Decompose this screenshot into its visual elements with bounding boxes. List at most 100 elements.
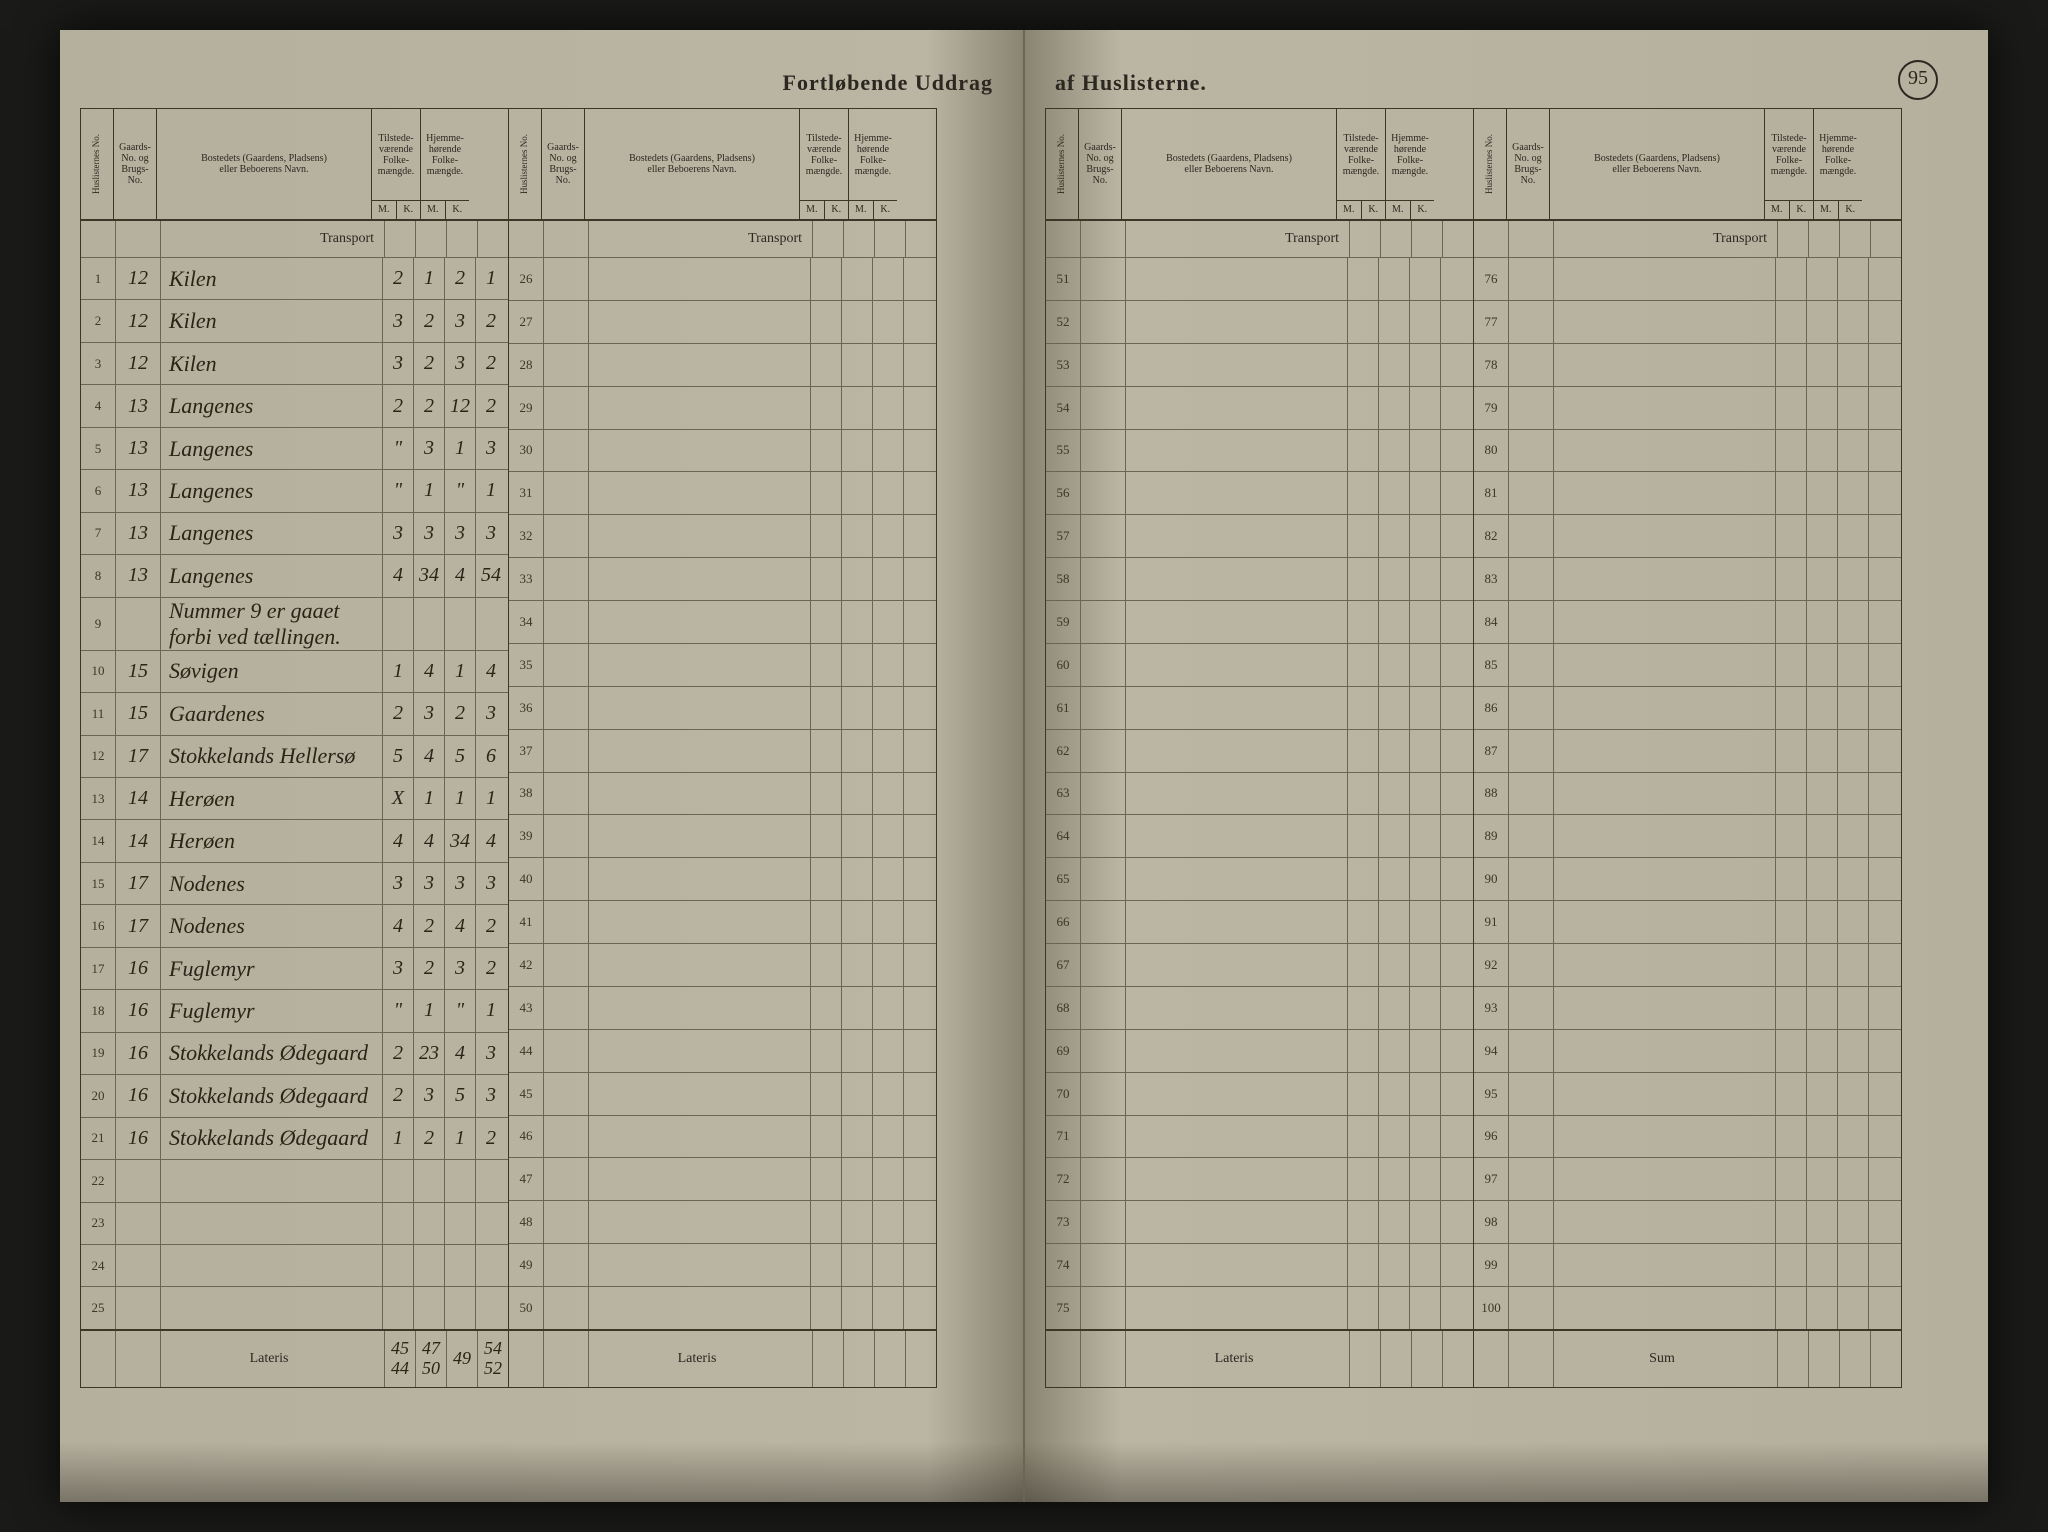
table-row: 61 xyxy=(1046,687,1473,730)
table-row: 3 12 Kilen 3 2 3 2 xyxy=(81,343,508,385)
table-row: 9 Nummer 9 er gaaet forbi ved tællingen. xyxy=(81,598,508,651)
table-row: 97 xyxy=(1474,1158,1901,1201)
table-row: 82 xyxy=(1474,515,1901,558)
table-row: 79 xyxy=(1474,387,1901,430)
table-row: 18 16 Fuglemyr " 1 " 1 xyxy=(81,990,508,1032)
title-left: Fortløbende Uddrag xyxy=(80,70,1003,96)
table-row: 29 xyxy=(509,387,936,430)
table-row: 23 xyxy=(81,1203,508,1245)
table-row: 38 xyxy=(509,773,936,816)
table-row: 14 14 Herøen 4 4 34 4 xyxy=(81,820,508,862)
table-row: 13 14 Herøen X 1 1 1 xyxy=(81,778,508,820)
table-row: 73 xyxy=(1046,1201,1473,1244)
table-row: 62 xyxy=(1046,730,1473,773)
table-row: 78 xyxy=(1474,344,1901,387)
table-row: 49 xyxy=(509,1244,936,1287)
ledger-block: Huslisternes No. Gaards-No. ogBrugs-No. … xyxy=(80,108,509,1388)
table-row: 54 xyxy=(1046,387,1473,430)
table-row: 15 17 Nodenes 3 3 3 3 xyxy=(81,863,508,905)
table-row: 4 13 Langenes 2 2 12 2 xyxy=(81,385,508,427)
table-row: 45 xyxy=(509,1073,936,1116)
table-row: 39 xyxy=(509,815,936,858)
table-row: 19 16 Stokkelands Ødegaard 2 23 4 3 xyxy=(81,1033,508,1075)
table-row: 11 15 Gaardenes 2 3 2 3 xyxy=(81,693,508,735)
table-row: 25 xyxy=(81,1287,508,1328)
table-row: 33 xyxy=(509,558,936,601)
table-row: 72 xyxy=(1046,1158,1473,1201)
table-row: 20 16 Stokkelands Ødegaard 2 3 5 3 xyxy=(81,1075,508,1117)
table-row: 50 xyxy=(509,1287,936,1329)
table-row: 80 xyxy=(1474,430,1901,473)
table-row: 77 xyxy=(1474,301,1901,344)
page-number: 95 xyxy=(1898,60,1938,100)
table-row: 17 16 Fuglemyr 3 2 3 2 xyxy=(81,948,508,990)
book-spread: Fortløbende Uddrag Huslisternes No. Gaar… xyxy=(60,30,1988,1502)
table-row: 66 xyxy=(1046,901,1473,944)
table-row: 91 xyxy=(1474,901,1901,944)
table-row: 75 xyxy=(1046,1287,1473,1329)
table-row: 34 xyxy=(509,601,936,644)
table-row: 69 xyxy=(1046,1030,1473,1073)
table-row: 16 17 Nodenes 4 2 4 2 xyxy=(81,905,508,947)
transport-row: Transport xyxy=(509,221,936,258)
table-row: 44 xyxy=(509,1030,936,1073)
table-row: 100 xyxy=(1474,1287,1901,1329)
title-right: af Huslisterne. xyxy=(1045,70,1968,96)
table-row: 2 12 Kilen 3 2 3 2 xyxy=(81,300,508,342)
table-row: 30 xyxy=(509,430,936,473)
table-row: 71 xyxy=(1046,1116,1473,1159)
table-row: 5 13 Langenes " 3 1 3 xyxy=(81,428,508,470)
table-row: 36 xyxy=(509,687,936,730)
table-row: 28 xyxy=(509,344,936,387)
table-row: 86 xyxy=(1474,687,1901,730)
table-row: 27 xyxy=(509,301,936,344)
table-row: 51 xyxy=(1046,258,1473,301)
transport-row: Transport xyxy=(1046,221,1473,258)
table-row: 52 xyxy=(1046,301,1473,344)
table-row: 32 xyxy=(509,515,936,558)
lateris-row: Lateris xyxy=(509,1329,936,1387)
ledger-block: Huslisternes No. Gaards-No. ogBrugs-No. … xyxy=(509,108,937,1388)
table-row: 81 xyxy=(1474,472,1901,515)
lateris-row: Lateris xyxy=(1046,1329,1473,1387)
table-row: 65 xyxy=(1046,858,1473,901)
table-row: 87 xyxy=(1474,730,1901,773)
transport-row: Transport xyxy=(1474,221,1901,258)
grid-left: Huslisternes No. Gaards-No. ogBrugs-No. … xyxy=(80,108,1003,1388)
table-row: 64 xyxy=(1046,815,1473,858)
table-row: 31 xyxy=(509,472,936,515)
table-row: 99 xyxy=(1474,1244,1901,1287)
table-row: 67 xyxy=(1046,944,1473,987)
table-row: 95 xyxy=(1474,1073,1901,1116)
table-row: 12 17 Stokkelands Hellersø 5 4 5 6 xyxy=(81,736,508,778)
table-row: 53 xyxy=(1046,344,1473,387)
transport-row: Transport xyxy=(81,221,508,258)
table-row: 89 xyxy=(1474,815,1901,858)
table-row: 40 xyxy=(509,858,936,901)
table-row: 7 13 Langenes 3 3 3 3 xyxy=(81,513,508,555)
page-right: 95 af Huslisterne. Huslisternes No. Gaar… xyxy=(1025,30,1988,1502)
table-row: 70 xyxy=(1046,1073,1473,1116)
table-row: 76 xyxy=(1474,258,1901,301)
table-headers: Huslisternes No. Gaards-No. ogBrugs-No. … xyxy=(81,109,508,221)
table-row: 43 xyxy=(509,987,936,1030)
table-row: 60 xyxy=(1046,644,1473,687)
grid-right: Huslisternes No. Gaards-No. ogBrugs-No. … xyxy=(1045,108,1968,1388)
table-row: 37 xyxy=(509,730,936,773)
table-row: 74 xyxy=(1046,1244,1473,1287)
table-headers: Huslisternes No. Gaards-No. ogBrugs-No. … xyxy=(1046,109,1473,221)
table-row: 96 xyxy=(1474,1116,1901,1159)
table-headers: Huslisternes No. Gaards-No. ogBrugs-No. … xyxy=(1474,109,1901,221)
ledger-block: Huslisternes No. Gaards-No. ogBrugs-No. … xyxy=(1474,108,1902,1388)
table-row: 46 xyxy=(509,1116,936,1159)
table-row: 35 xyxy=(509,644,936,687)
table-row: 90 xyxy=(1474,858,1901,901)
table-row: 88 xyxy=(1474,773,1901,816)
lateris-row: Sum xyxy=(1474,1329,1901,1387)
table-row: 85 xyxy=(1474,644,1901,687)
table-row: 68 xyxy=(1046,987,1473,1030)
table-row: 56 xyxy=(1046,472,1473,515)
table-row: 92 xyxy=(1474,944,1901,987)
ledger-block: Huslisternes No. Gaards-No. ogBrugs-No. … xyxy=(1045,108,1474,1388)
table-row: 26 xyxy=(509,258,936,301)
